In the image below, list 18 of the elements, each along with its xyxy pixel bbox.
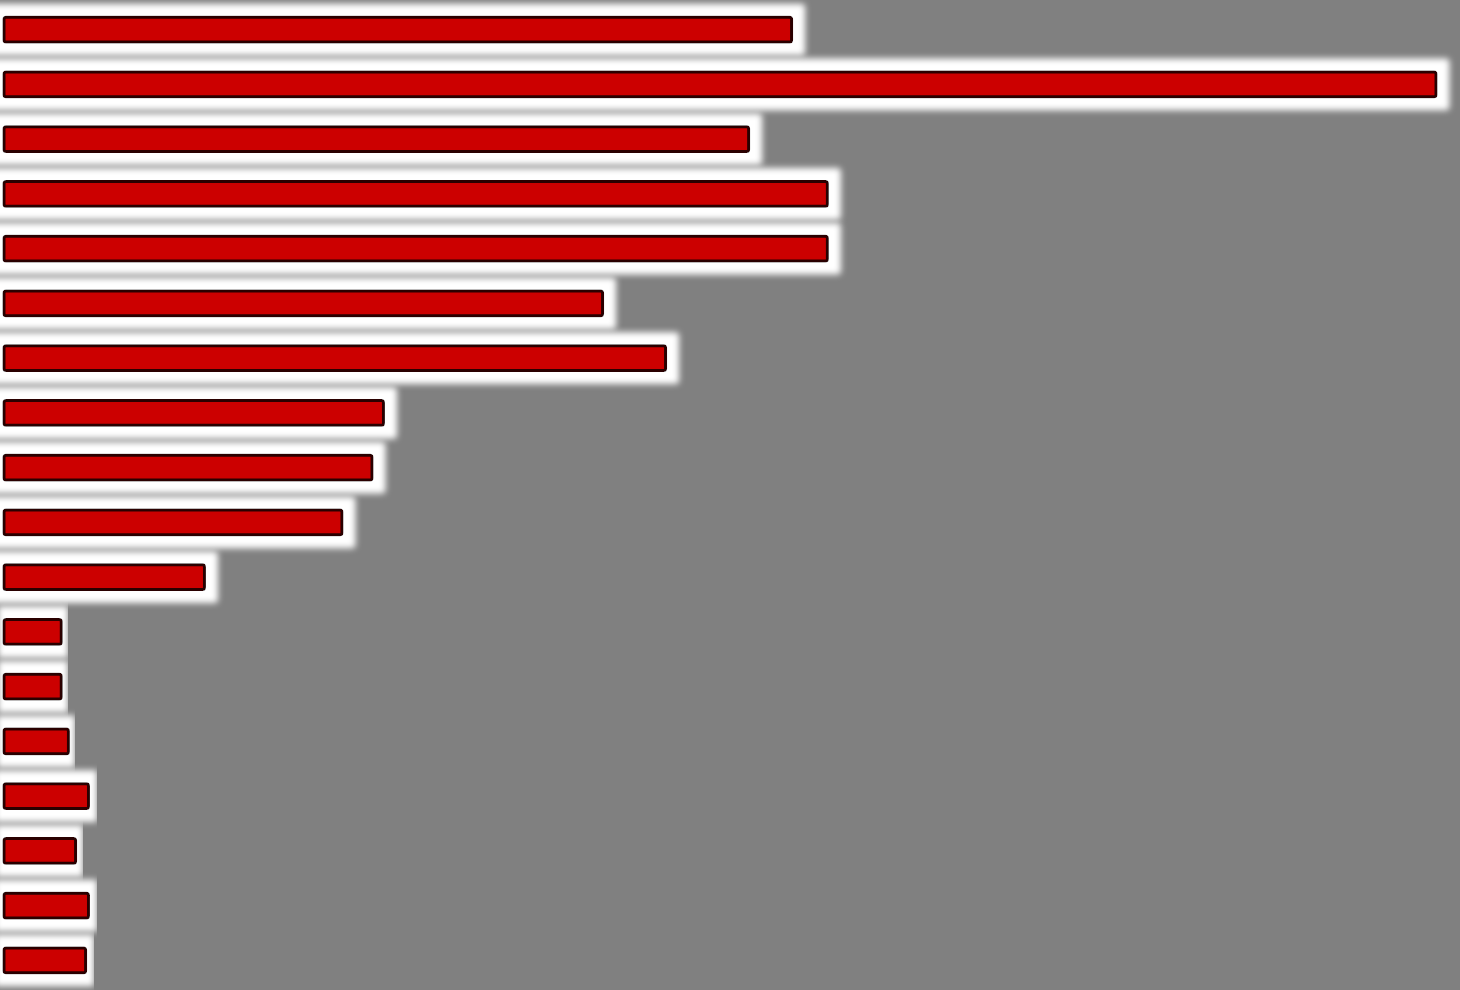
bar — [2, 453, 374, 482]
bar — [2, 508, 344, 537]
bar — [2, 399, 385, 427]
bar — [2, 180, 829, 208]
bar — [2, 15, 794, 44]
bar — [2, 837, 78, 865]
bar — [2, 782, 90, 810]
bar — [2, 125, 751, 153]
bar — [2, 618, 63, 646]
bar — [2, 70, 1438, 99]
bar — [2, 563, 206, 591]
bar — [2, 891, 90, 920]
bar — [2, 672, 63, 701]
bar — [2, 344, 668, 372]
bar — [2, 946, 88, 975]
bar — [2, 234, 829, 263]
bar — [2, 727, 70, 756]
bar — [2, 289, 605, 318]
